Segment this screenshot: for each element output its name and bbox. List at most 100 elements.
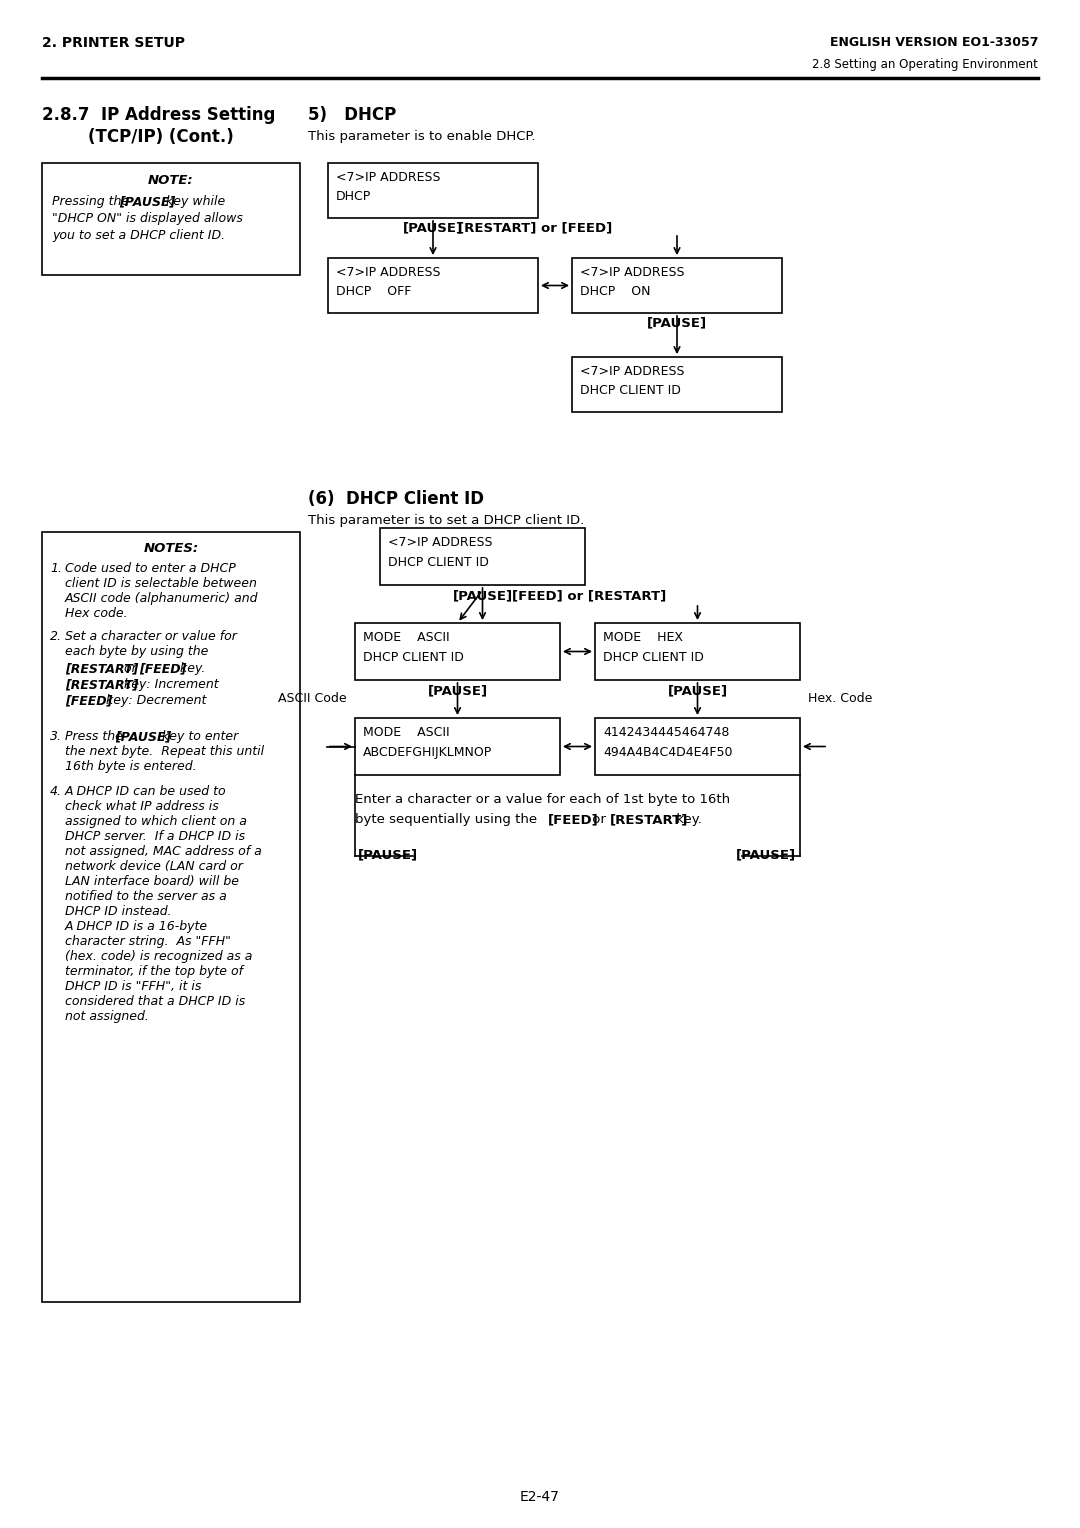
Text: or: or	[120, 662, 140, 675]
Text: 4.: 4.	[50, 785, 62, 798]
Bar	[380, 529, 585, 585]
Text: you to set a DHCP client ID.: you to set a DHCP client ID.	[52, 229, 225, 241]
Text: A DHCP ID is a 16-byte: A DHCP ID is a 16-byte	[65, 920, 208, 934]
Text: [PAUSE]: [PAUSE]	[119, 196, 175, 208]
Text: <7>IP ADDRESS: <7>IP ADDRESS	[336, 171, 441, 183]
Text: terminator, if the top byte of: terminator, if the top byte of	[65, 966, 243, 978]
Text: considered that a DHCP ID is: considered that a DHCP ID is	[65, 995, 245, 1008]
Text: (6)  DHCP Client ID: (6) DHCP Client ID	[308, 490, 484, 507]
Text: [FEED]: [FEED]	[139, 662, 187, 675]
Text: Pressing the: Pressing the	[52, 196, 133, 208]
Text: [FEED]: [FEED]	[65, 694, 112, 707]
Text: DHCP CLIENT ID: DHCP CLIENT ID	[603, 651, 704, 665]
Text: 2.: 2.	[50, 630, 62, 643]
Text: DHCP    OFF: DHCP OFF	[336, 286, 411, 298]
Text: or: or	[588, 813, 610, 827]
Text: network device (LAN card or: network device (LAN card or	[65, 860, 243, 872]
Text: 2. PRINTER SETUP: 2. PRINTER SETUP	[42, 37, 185, 50]
Text: character string.  As "FFH": character string. As "FFH"	[65, 935, 231, 947]
Text: Hex. Code: Hex. Code	[808, 692, 873, 704]
Text: DHCP    ON: DHCP ON	[580, 286, 650, 298]
Text: DHCP ID is "FFH", it is: DHCP ID is "FFH", it is	[65, 979, 201, 993]
Bar	[355, 718, 561, 775]
Text: LAN interface board) will be: LAN interface board) will be	[65, 876, 239, 888]
Text: 1.: 1.	[50, 562, 62, 575]
Text: DHCP: DHCP	[336, 189, 372, 203]
Text: client ID is selectable between: client ID is selectable between	[65, 578, 257, 590]
Text: [FEED] or [RESTART]: [FEED] or [RESTART]	[513, 588, 666, 602]
Text: NOTES:: NOTES:	[144, 542, 199, 555]
Text: not assigned.: not assigned.	[65, 1010, 149, 1024]
Text: [PAUSE]: [PAUSE]	[357, 848, 418, 860]
Text: [RESTART]: [RESTART]	[610, 813, 688, 827]
Bar	[572, 258, 782, 313]
Text: each byte by using the: each byte by using the	[65, 645, 208, 659]
Text: A DHCP ID can be used to: A DHCP ID can be used to	[65, 785, 227, 798]
Bar	[42, 163, 300, 275]
Text: [PAUSE]: [PAUSE]	[735, 848, 796, 860]
Text: notified to the server as a: notified to the server as a	[65, 889, 227, 903]
Text: DHCP CLIENT ID: DHCP CLIENT ID	[580, 384, 680, 397]
Text: <7>IP ADDRESS: <7>IP ADDRESS	[580, 365, 685, 377]
Text: key.: key.	[176, 662, 205, 675]
Text: [FEED]: [FEED]	[548, 813, 598, 827]
Bar	[328, 258, 538, 313]
Text: This parameter is to set a DHCP client ID.: This parameter is to set a DHCP client I…	[308, 513, 584, 527]
Text: byte sequentially using the: byte sequentially using the	[355, 813, 541, 827]
Text: Press the: Press the	[65, 730, 126, 743]
Text: [RESTART]: [RESTART]	[65, 662, 138, 675]
Text: <7>IP ADDRESS: <7>IP ADDRESS	[336, 266, 441, 280]
Text: key: Decrement: key: Decrement	[102, 694, 206, 707]
Text: DHCP ID instead.: DHCP ID instead.	[65, 905, 172, 918]
Text: [PAUSE]: [PAUSE]	[403, 222, 463, 234]
Text: ABCDEFGHIJKLMNOP: ABCDEFGHIJKLMNOP	[363, 746, 492, 759]
Bar	[595, 718, 800, 775]
Bar	[572, 358, 782, 413]
Text: Set a character or value for: Set a character or value for	[65, 630, 237, 643]
Text: MODE    HEX: MODE HEX	[603, 631, 683, 643]
Text: ASCII Code: ASCII Code	[279, 692, 347, 704]
Text: (TCP/IP) (Cont.): (TCP/IP) (Cont.)	[42, 128, 233, 147]
Text: <7>IP ADDRESS: <7>IP ADDRESS	[388, 536, 492, 549]
Text: (hex. code) is recognized as a: (hex. code) is recognized as a	[65, 950, 253, 963]
Text: E2-47: E2-47	[521, 1490, 559, 1504]
Text: 16th byte is entered.: 16th byte is entered.	[65, 759, 197, 773]
Text: 2.8.7  IP Address Setting: 2.8.7 IP Address Setting	[42, 105, 275, 124]
Text: [PAUSE]: [PAUSE]	[667, 685, 728, 697]
Text: NOTE:: NOTE:	[148, 174, 193, 186]
Text: Enter a character or a value for each of 1st byte to 16th: Enter a character or a value for each of…	[355, 793, 730, 805]
Text: <7>IP ADDRESS: <7>IP ADDRESS	[580, 266, 685, 280]
Text: [PAUSE]: [PAUSE]	[114, 730, 172, 743]
Text: key: Increment: key: Increment	[120, 678, 218, 691]
Text: [RESTART] or [FEED]: [RESTART] or [FEED]	[458, 222, 612, 234]
Text: key.: key.	[672, 813, 702, 827]
Text: [PAUSE]: [PAUSE]	[428, 685, 488, 697]
Text: 2.8 Setting an Operating Environment: 2.8 Setting an Operating Environment	[812, 58, 1038, 70]
Text: This parameter is to enable DHCP.: This parameter is to enable DHCP.	[308, 130, 536, 144]
Text: DHCP server.  If a DHCP ID is: DHCP server. If a DHCP ID is	[65, 830, 245, 843]
Bar	[355, 623, 561, 680]
Text: Code used to enter a DHCP: Code used to enter a DHCP	[65, 562, 235, 575]
Text: DHCP CLIENT ID: DHCP CLIENT ID	[388, 556, 489, 568]
Text: 5)   DHCP: 5) DHCP	[308, 105, 396, 124]
Text: [RESTART]: [RESTART]	[65, 678, 138, 691]
Text: [PAUSE]: [PAUSE]	[453, 588, 513, 602]
Text: check what IP address is: check what IP address is	[65, 801, 219, 813]
Text: ENGLISH VERSION EO1-33057: ENGLISH VERSION EO1-33057	[829, 37, 1038, 49]
Text: Hex code.: Hex code.	[65, 607, 127, 620]
Text: 494A4B4C4D4E4F50: 494A4B4C4D4E4F50	[603, 746, 732, 759]
Bar	[595, 623, 800, 680]
Text: key to enter: key to enter	[158, 730, 239, 743]
Bar	[42, 532, 300, 1302]
Text: 3.: 3.	[50, 730, 62, 743]
Text: key while: key while	[162, 196, 226, 208]
Text: assigned to which client on a: assigned to which client on a	[65, 814, 247, 828]
Text: 4142434445464748: 4142434445464748	[603, 726, 729, 740]
Text: DHCP CLIENT ID: DHCP CLIENT ID	[363, 651, 464, 665]
Text: the next byte.  Repeat this until: the next byte. Repeat this until	[65, 746, 265, 758]
Text: "DHCP ON" is displayed allows: "DHCP ON" is displayed allows	[52, 212, 243, 225]
Text: MODE    ASCII: MODE ASCII	[363, 631, 449, 643]
Text: not assigned, MAC address of a: not assigned, MAC address of a	[65, 845, 261, 859]
Text: MODE    ASCII: MODE ASCII	[363, 726, 449, 740]
Text: [PAUSE]: [PAUSE]	[647, 316, 707, 329]
